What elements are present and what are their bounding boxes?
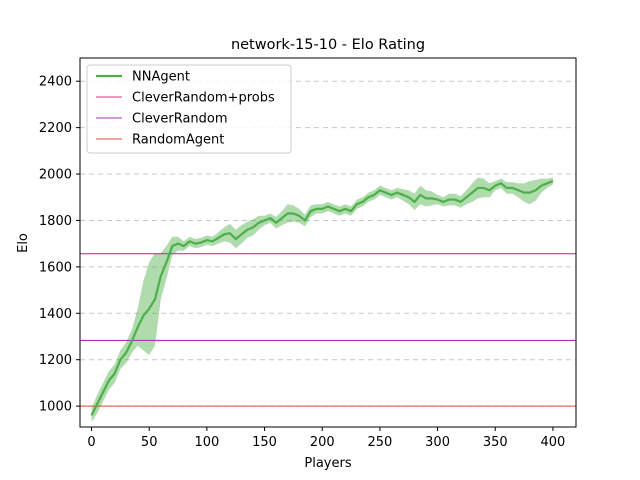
nnagent-confidence-band bbox=[91, 177, 553, 423]
x-tick-label: 150 bbox=[252, 435, 277, 450]
x-tick-label: 0 bbox=[87, 435, 95, 450]
y-tick-label: 1000 bbox=[39, 400, 72, 415]
legend-entry: CleverRandom bbox=[132, 112, 228, 127]
legend: NNAgent CleverRandom+probs CleverRandom Ran… bbox=[86, 64, 292, 154]
x-tick-label: 200 bbox=[310, 435, 335, 450]
x-tick-label: 300 bbox=[425, 435, 450, 450]
legend-entry: RandomAgent bbox=[132, 133, 224, 148]
chart-title: network-15-10 - Elo Rating bbox=[231, 37, 425, 53]
y-tick-label: 1800 bbox=[39, 214, 72, 229]
y-tick-label: 1400 bbox=[39, 307, 72, 322]
x-tick-label: 350 bbox=[483, 435, 508, 450]
x-tick-label: 50 bbox=[141, 435, 158, 450]
y-tick-label: 1600 bbox=[39, 260, 72, 275]
legend-entry: NNAgent bbox=[132, 70, 190, 85]
y-axis: 1000 1200 1400 1600 1800 2000 2200 2400 bbox=[39, 75, 80, 415]
x-axis-label: Players bbox=[304, 456, 351, 471]
x-tick-label: 250 bbox=[367, 435, 392, 450]
y-axis-label: Elo bbox=[16, 233, 31, 253]
plot-area bbox=[80, 177, 576, 423]
y-tick-label: 1200 bbox=[39, 353, 72, 368]
y-tick-label: 2400 bbox=[39, 75, 72, 90]
y-tick-label: 2200 bbox=[39, 121, 72, 136]
nnagent-line bbox=[90, 179, 554, 416]
legend-box bbox=[86, 64, 292, 154]
x-axis: 0 50 100 150 200 250 300 350 400 bbox=[87, 427, 565, 450]
plot-frame bbox=[79, 57, 577, 428]
y-tick-label: 2000 bbox=[39, 168, 72, 183]
x-tick-label: 100 bbox=[194, 435, 219, 450]
legend-entry: CleverRandom+probs bbox=[132, 91, 275, 106]
x-tick-label: 400 bbox=[541, 435, 566, 450]
